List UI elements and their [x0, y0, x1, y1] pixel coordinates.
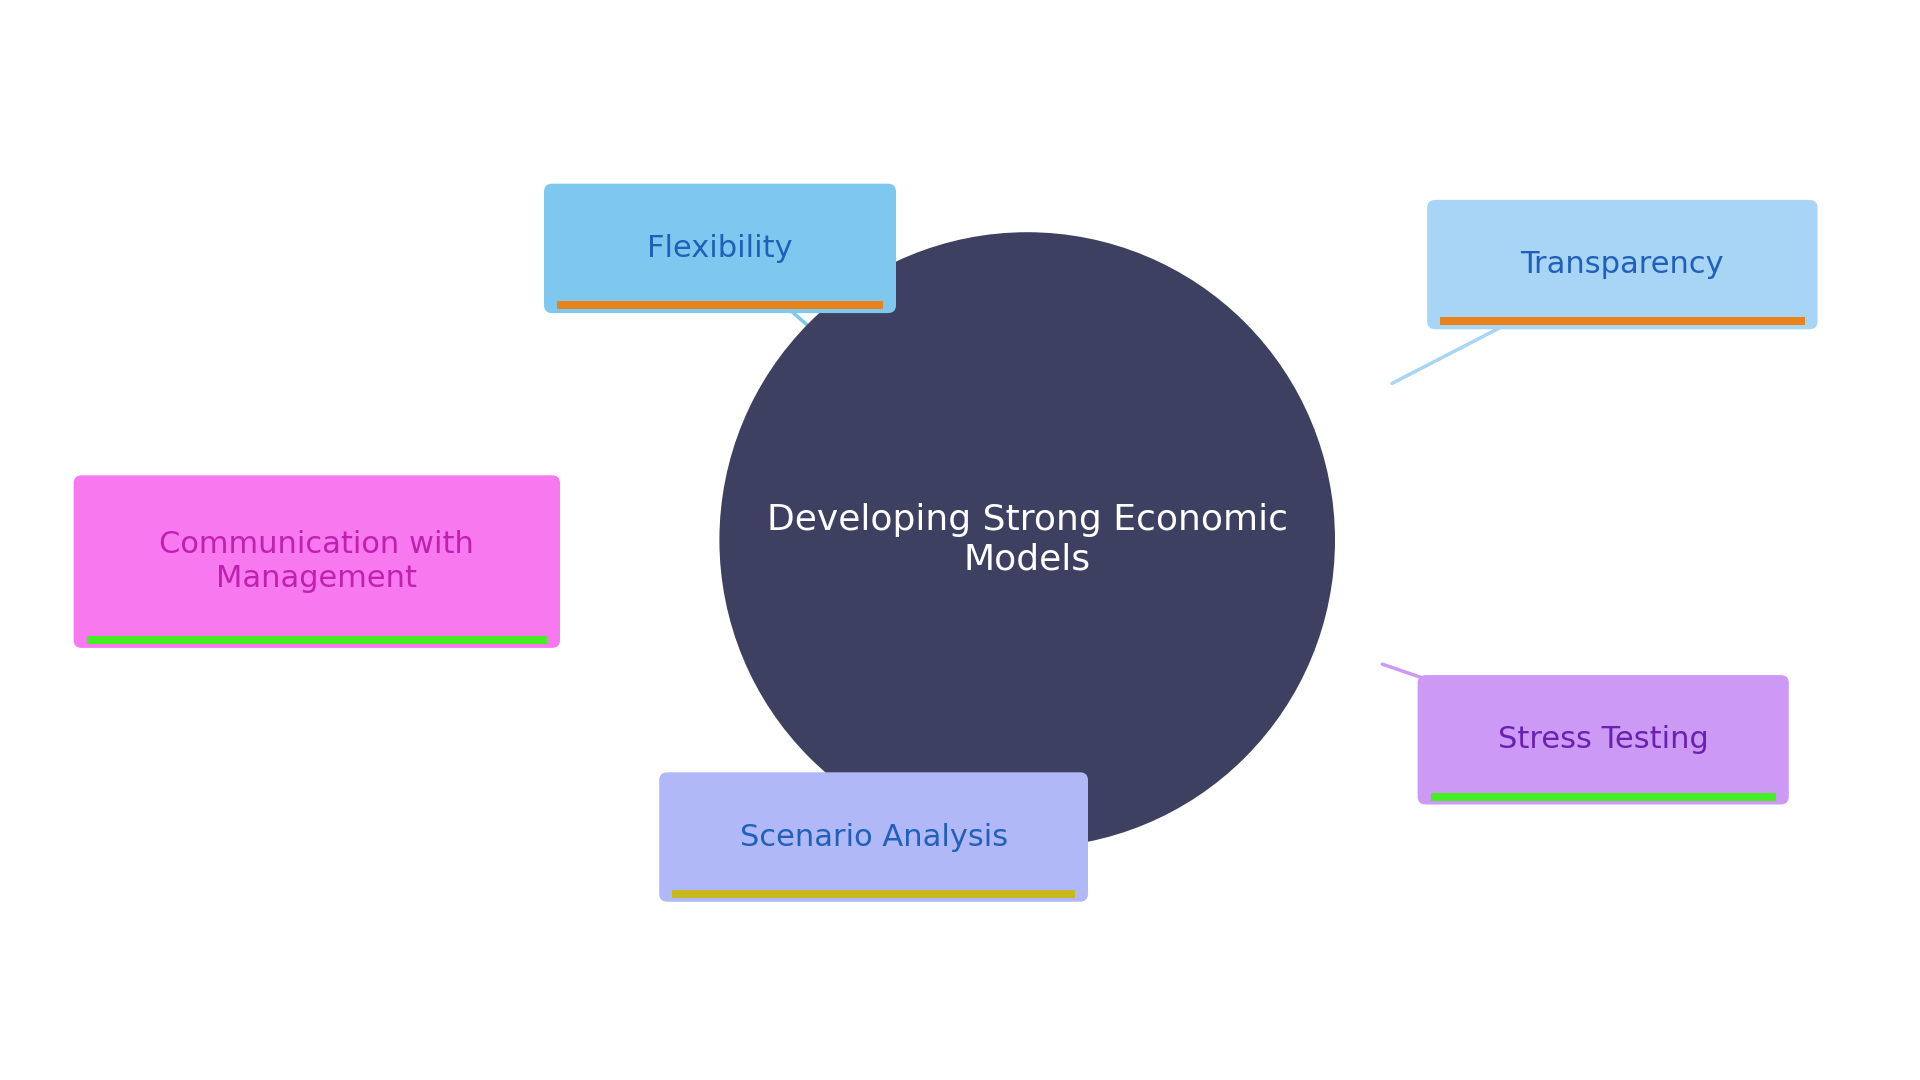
- Text: Stress Testing: Stress Testing: [1498, 726, 1709, 754]
- Bar: [557, 301, 883, 309]
- Text: Communication with
Management: Communication with Management: [159, 530, 474, 593]
- Text: Scenario Analysis: Scenario Analysis: [739, 823, 1008, 851]
- Text: Transparency: Transparency: [1521, 251, 1724, 279]
- Bar: [672, 890, 1075, 897]
- Circle shape: [720, 232, 1334, 848]
- FancyBboxPatch shape: [659, 772, 1089, 902]
- Text: Flexibility: Flexibility: [647, 234, 793, 262]
- FancyBboxPatch shape: [73, 475, 561, 648]
- Bar: [1440, 318, 1805, 325]
- FancyBboxPatch shape: [1417, 675, 1789, 805]
- FancyBboxPatch shape: [1427, 200, 1818, 329]
- Bar: [86, 636, 547, 644]
- FancyBboxPatch shape: [543, 184, 897, 313]
- Text: Developing Strong Economic
Models: Developing Strong Economic Models: [766, 503, 1288, 577]
- Bar: [1430, 793, 1776, 800]
